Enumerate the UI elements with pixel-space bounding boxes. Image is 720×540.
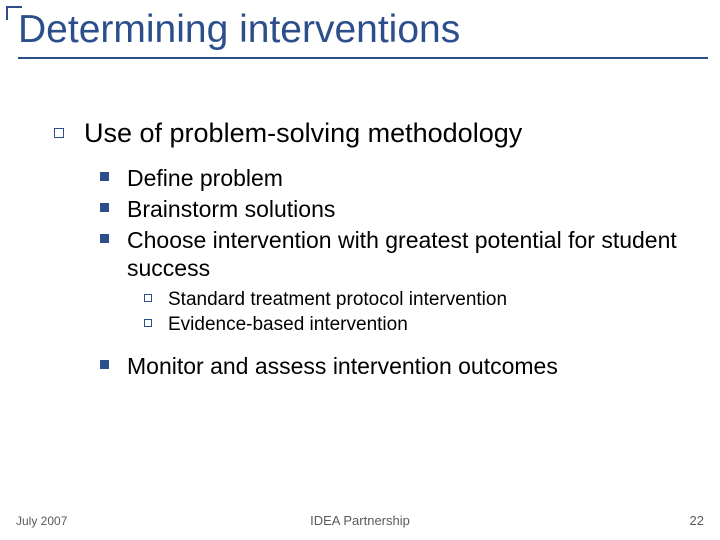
list-item: Monitor and assess intervention outcomes bbox=[100, 352, 690, 380]
slide-title: Determining interventions bbox=[18, 10, 708, 51]
sub-sublist: Standard treatment protocol intervention… bbox=[144, 288, 690, 336]
list-item: Use of problem-solving methodology bbox=[54, 118, 690, 150]
square-fill-bullet-icon bbox=[100, 234, 109, 243]
square-open-bullet-icon bbox=[54, 128, 64, 138]
slide-body: Use of problem-solving methodology Defin… bbox=[54, 118, 690, 383]
list-item-text: Standard treatment protocol intervention bbox=[168, 288, 507, 311]
square-open-bullet-icon bbox=[144, 319, 152, 327]
list-item-text: Define problem bbox=[127, 164, 283, 192]
square-fill-bullet-icon bbox=[100, 360, 109, 369]
slide-footer: July 2007 IDEA Partnership 22 bbox=[0, 506, 720, 528]
list-item: Standard treatment protocol intervention bbox=[144, 288, 690, 311]
list-item: Choose intervention with greatest potent… bbox=[100, 226, 690, 282]
list-item-text: Brainstorm solutions bbox=[127, 195, 335, 223]
footer-org: IDEA Partnership bbox=[310, 513, 410, 528]
footer-page: 22 bbox=[690, 513, 704, 528]
square-open-bullet-icon bbox=[144, 294, 152, 302]
list-item: Evidence-based intervention bbox=[144, 313, 690, 336]
list-item-text: Choose intervention with greatest potent… bbox=[127, 226, 690, 282]
list-item-text: Evidence-based intervention bbox=[168, 313, 408, 336]
list-item: Brainstorm solutions bbox=[100, 195, 690, 223]
list-item-text: Monitor and assess intervention outcomes bbox=[127, 352, 558, 380]
square-fill-bullet-icon bbox=[100, 172, 109, 181]
title-underline: Determining interventions bbox=[18, 10, 708, 59]
sublist: Define problem Brainstorm solutions Choo… bbox=[100, 164, 690, 381]
list-item-text: Use of problem-solving methodology bbox=[84, 118, 522, 150]
list-item: Define problem bbox=[100, 164, 690, 192]
square-fill-bullet-icon bbox=[100, 203, 109, 212]
footer-date: July 2007 bbox=[16, 514, 67, 528]
